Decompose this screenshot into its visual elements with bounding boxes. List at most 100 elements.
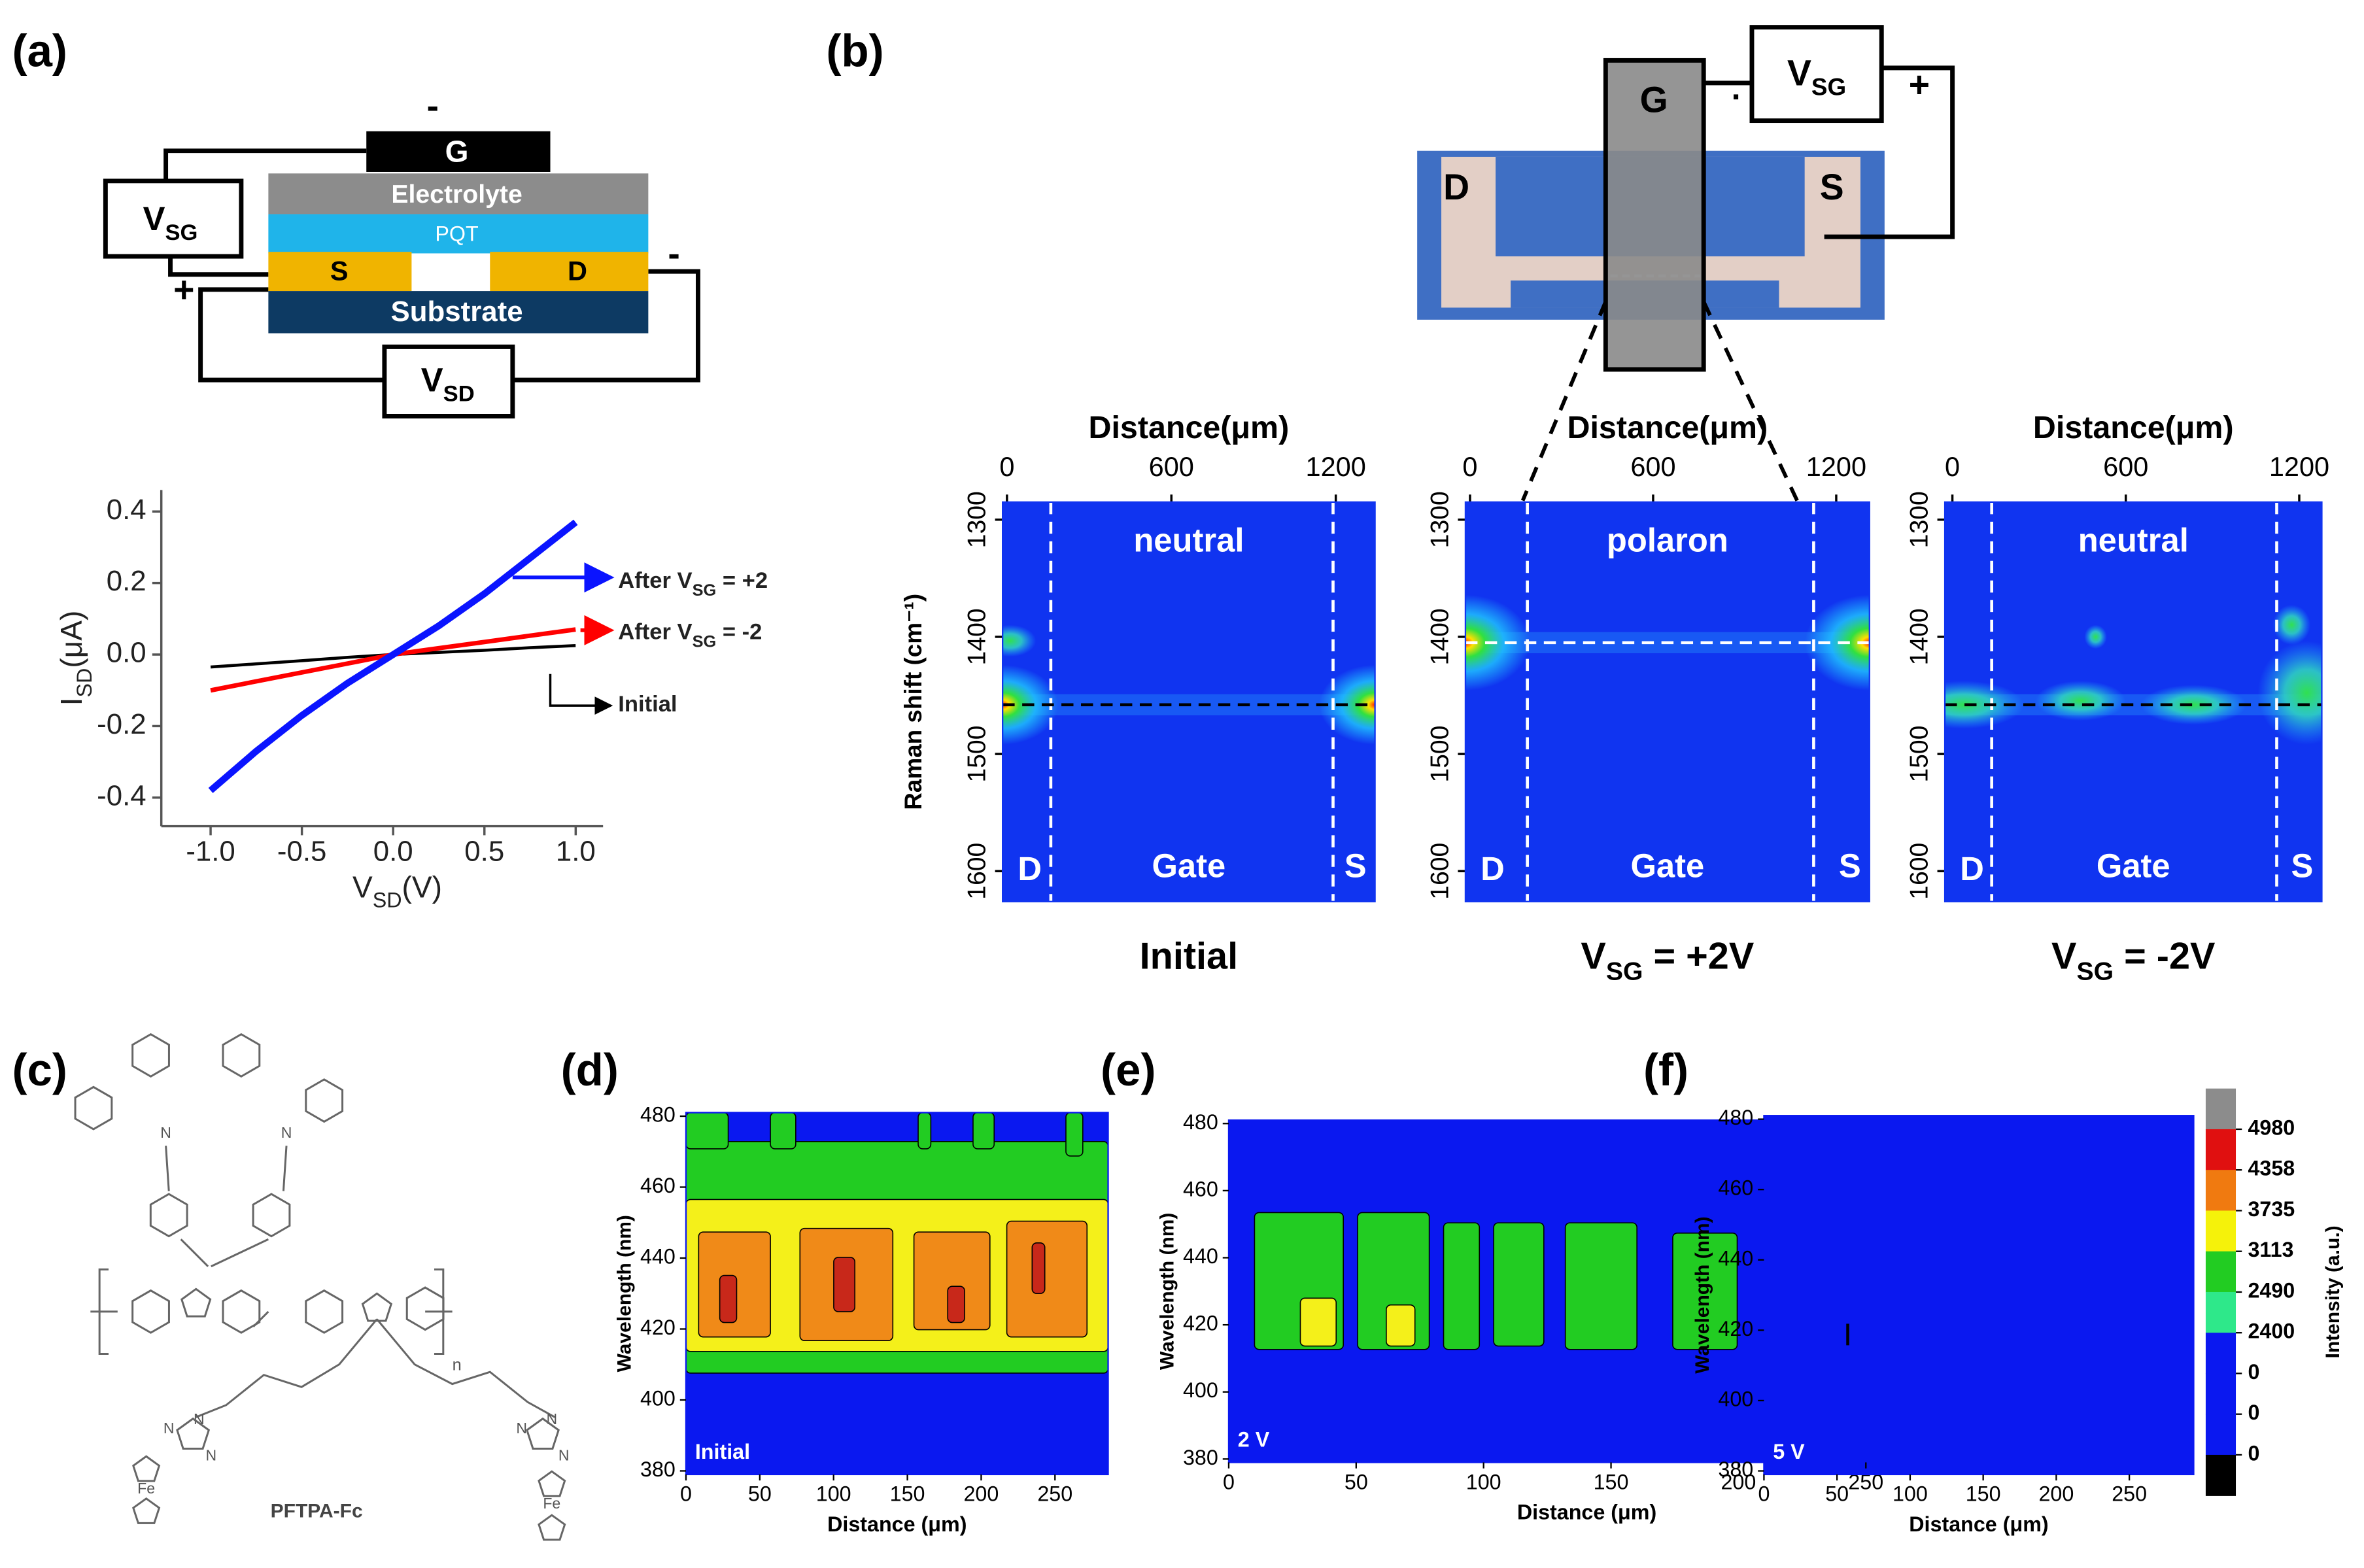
contour [685,1112,1108,1474]
x-tick-label: 0.5 [464,836,504,868]
y-tick-label: 420 [640,1316,676,1339]
plot-frame [1944,501,2323,902]
region-label: Gate [1630,847,1704,884]
device-b: G VSG · + D S [1417,25,1955,502]
contour-region [685,1199,1108,1352]
text-part: I [54,698,88,706]
x-tick-label: 100 [1466,1470,1501,1493]
layer-label: PQT [435,222,478,245]
y-tick-label: 1600 [963,843,991,900]
gate [1603,58,1706,372]
pqt [268,214,649,254]
x-tick-label: 200 [2038,1482,2074,1506]
colorbar-block [2205,1251,2236,1293]
colorbar-tick-label: 3113 [2248,1238,2293,1261]
colorbar-block [2205,1414,2236,1456]
colorbar-block [2205,1210,2236,1252]
x-tick-label: 50 [748,1482,772,1506]
y-tick-label: 1300 [1426,491,1454,548]
x-tick-label: 0 [1758,1482,1770,1506]
contour-region [1493,1222,1545,1347]
x-axis-label: Distance (μm) [1909,1512,2048,1536]
x-axis-label: Distance(μm) [1567,410,1768,445]
sign: · [1731,78,1742,116]
data-line [208,519,578,793]
colorbar-block [2205,1373,2236,1415]
x-tick-label: 150 [1594,1470,1629,1493]
data-line [210,627,576,693]
text-part: V [2051,936,2077,978]
colorbar-block [2205,1454,2236,1496]
vsd-box [382,344,515,418]
y-axis-label: Wavelength (nm) [1692,1216,1713,1373]
plot-frame [685,1112,1109,1476]
contour-region [685,1112,729,1150]
text-part: V [352,870,373,904]
colorbar-block [2205,1088,2236,1130]
heatmap-glow [2084,624,2107,649]
x-tick-label: 1.0 [556,836,596,868]
contour-region [1299,1297,1337,1347]
drain [490,252,649,292]
colorbar-tick-label: 4980 [2248,1116,2295,1139]
plot-frame [1001,501,1376,902]
x-tick-label: 150 [890,1482,925,1506]
colorbar-tick-label: 0 [2248,1360,2259,1384]
contour-region [947,1286,965,1323]
electrode-label: S [1820,167,1844,207]
state-label: polaron [1607,522,1728,559]
colorbar-tick-label: 0 [2248,1401,2259,1424]
y-tick-label: 380 [1183,1446,1218,1469]
plot-frame [1464,501,1870,902]
electrode-label: S [330,255,349,286]
atom: N [160,1124,171,1141]
heatmap-glow [2035,681,2126,721]
repeat-index: n [453,1356,462,1374]
y-tick-label: 400 [640,1387,676,1410]
contour-region [1006,1220,1088,1338]
sign: - [426,86,438,126]
text-part: V [1581,936,1606,978]
y-tick-label: -0.2 [97,708,146,740]
text-part: V [143,200,165,237]
ring [361,1292,393,1322]
region-label: S [1345,847,1367,884]
x-tick-label: 0 [680,1482,692,1506]
contour-region [833,1257,856,1312]
x-tick-label: 250 [1848,1470,1883,1493]
contour-region [770,1112,797,1150]
heatmap [1945,502,2322,902]
chemical-structure: N N N N N N N N Fe Fe n PFTPA-Fc [74,1032,570,1541]
device-a: G - Electrolyte PQT S D Substrate VSG VS… [103,86,700,418]
x-axis-label: Distance(μm) [2033,410,2234,445]
text-part: SG [693,632,717,651]
y-axis-label: Raman shift (cm⁻¹) [900,594,927,810]
x-axis-label: Distance (μm) [827,1512,967,1536]
caption: VSG = -2V [2051,936,2216,986]
ring [405,1286,445,1331]
panel-label: (d) [561,1044,619,1095]
heatmap-glow [1002,624,1036,657]
x-axis-label: VSD(V) [352,870,442,912]
ring [526,1417,560,1450]
electrode-label: D [1443,167,1469,207]
contour-region [917,1112,932,1150]
ring [132,1455,161,1482]
gate-label: G [1640,80,1668,120]
x-tick-label: 150 [1966,1482,2001,1506]
region-label: Gate [2097,847,2170,884]
colorbar-tick-label: 2490 [2248,1278,2295,1302]
atom: N [281,1124,292,1141]
ring [538,1514,566,1541]
atom: Fe [543,1495,560,1512]
text-part: = +2V [1643,936,1754,978]
y-tick-label: 0.2 [107,565,146,597]
colorbar-label: Intensity (a.u.) [2322,1225,2344,1358]
y-tick-label: 460 [1718,1176,1753,1200]
caption: VSG = +2V [1581,936,1754,986]
ring [131,1032,170,1078]
wire [198,287,385,383]
heatmap-background [1465,502,1870,902]
colorbar-tick-label: 2400 [2248,1320,2295,1343]
